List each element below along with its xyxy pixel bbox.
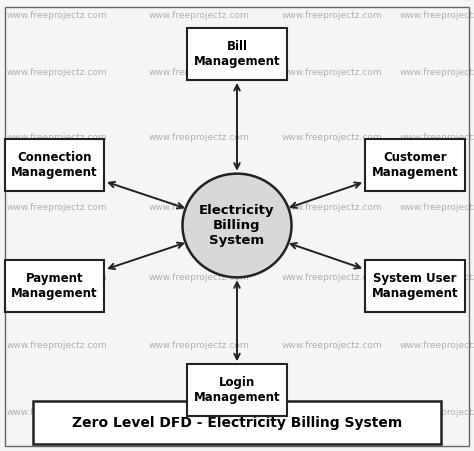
Text: www.freeprojectz.com: www.freeprojectz.com [149, 203, 249, 212]
Text: www.freeprojectz.com: www.freeprojectz.com [149, 11, 249, 20]
Text: www.freeprojectz.com: www.freeprojectz.com [400, 273, 474, 282]
Text: www.freeprojectz.com: www.freeprojectz.com [282, 11, 382, 20]
Text: www.freeprojectz.com: www.freeprojectz.com [7, 203, 107, 212]
Text: www.freeprojectz.com: www.freeprojectz.com [400, 341, 474, 350]
Text: www.freeprojectz.com: www.freeprojectz.com [282, 203, 382, 212]
Text: Zero Level DFD - Electricity Billing System: Zero Level DFD - Electricity Billing Sys… [72, 415, 402, 430]
Text: Login
Management: Login Management [194, 376, 280, 404]
Bar [365, 139, 465, 190]
Bar [33, 401, 441, 444]
Text: www.freeprojectz.com: www.freeprojectz.com [282, 341, 382, 350]
Bar [365, 260, 465, 312]
Text: www.freeprojectz.com: www.freeprojectz.com [282, 273, 382, 282]
Text: www.freeprojectz.com: www.freeprojectz.com [7, 273, 107, 282]
Text: www.freeprojectz.com: www.freeprojectz.com [7, 68, 107, 77]
Text: www.freeprojectz.com: www.freeprojectz.com [149, 273, 249, 282]
Text: www.freeprojectz.com: www.freeprojectz.com [7, 11, 107, 20]
Text: www.freeprojectz.com: www.freeprojectz.com [149, 341, 249, 350]
Text: www.freeprojectz.com: www.freeprojectz.com [282, 133, 382, 142]
Text: www.freeprojectz.com: www.freeprojectz.com [149, 133, 249, 142]
Text: www.freeprojectz.com: www.freeprojectz.com [282, 408, 382, 417]
Text: www.freeprojectz.com: www.freeprojectz.com [149, 408, 249, 417]
Text: Payment
Management: Payment Management [11, 272, 98, 300]
Text: Connection
Management: Connection Management [11, 151, 98, 179]
Text: Customer
Management: Customer Management [372, 151, 458, 179]
Text: www.freeprojectz.com: www.freeprojectz.com [400, 11, 474, 20]
Text: Bill
Management: Bill Management [194, 40, 280, 68]
Text: Electricity
Billing
System: Electricity Billing System [199, 204, 275, 247]
Bar [5, 139, 104, 190]
Text: www.freeprojectz.com: www.freeprojectz.com [7, 341, 107, 350]
Text: www.freeprojectz.com: www.freeprojectz.com [282, 68, 382, 77]
Text: www.freeprojectz.com: www.freeprojectz.com [7, 133, 107, 142]
Text: www.freeprojectz.com: www.freeprojectz.com [400, 68, 474, 77]
Bar [187, 364, 287, 416]
Text: www.freeprojectz.com: www.freeprojectz.com [149, 68, 249, 77]
Text: www.freeprojectz.com: www.freeprojectz.com [400, 133, 474, 142]
Text: www.freeprojectz.com: www.freeprojectz.com [7, 408, 107, 417]
Bar [5, 260, 104, 312]
Text: www.freeprojectz.com: www.freeprojectz.com [400, 203, 474, 212]
Circle shape [182, 174, 292, 277]
Bar [187, 28, 287, 80]
Text: System User
Management: System User Management [372, 272, 458, 300]
Text: www.freeprojectz.com: www.freeprojectz.com [400, 408, 474, 417]
